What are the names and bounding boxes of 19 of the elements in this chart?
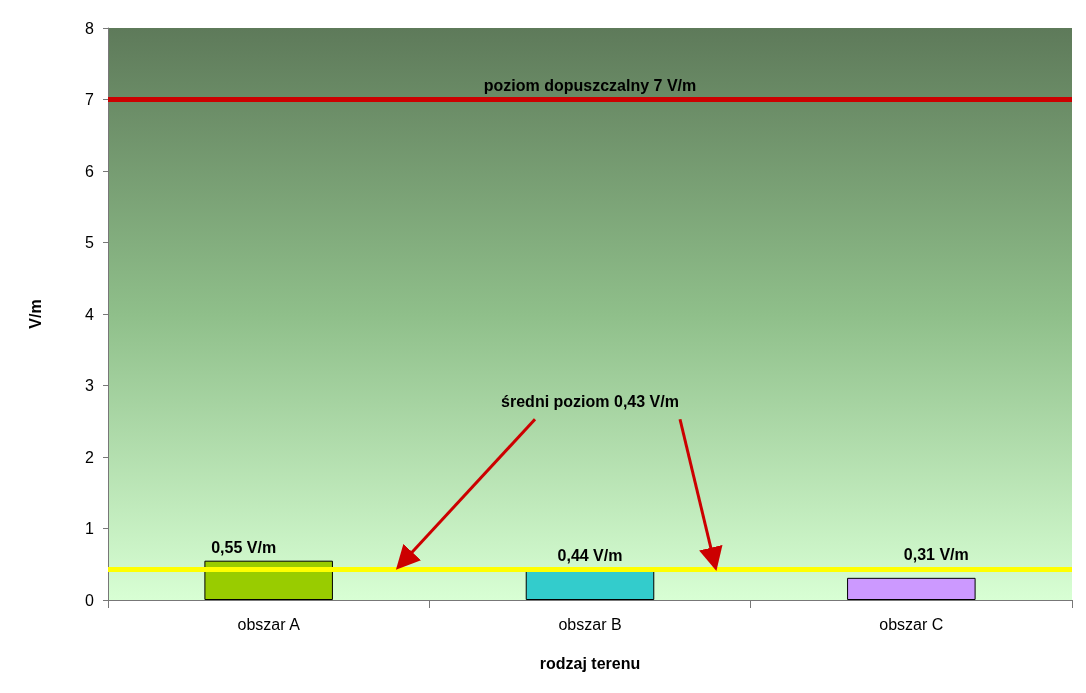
y-tick-label: 3	[85, 377, 95, 394]
y-tick-label: 5	[85, 234, 95, 251]
x-axis-title: rodzaj terenu	[539, 654, 641, 672]
y-tick-label: 6	[85, 162, 95, 180]
data-label: 0,44 V/m	[557, 547, 623, 565]
x-tick-label: obszar C	[879, 615, 944, 633]
y-tick-label: 0	[85, 591, 95, 609]
y-tick-label: 2	[85, 448, 95, 466]
x-tick-label: obszar A	[237, 615, 301, 633]
data-label: 0,55 V/m	[211, 539, 277, 557]
y-tick-label: 4	[85, 305, 95, 323]
ref-line-label: poziom dopuszczalny 7 V/m	[483, 77, 697, 94]
x-tick-label: obszar B	[558, 615, 622, 633]
data-label: 0,31 V/m	[903, 546, 969, 564]
y-tick-label: 7	[85, 91, 95, 108]
y-axis-title: V/m	[26, 299, 44, 329]
y-tick-label: 8	[85, 19, 95, 37]
ref-line-label: średni poziom 0,43 V/m	[501, 392, 679, 410]
y-tick-label: 1	[85, 520, 95, 537]
